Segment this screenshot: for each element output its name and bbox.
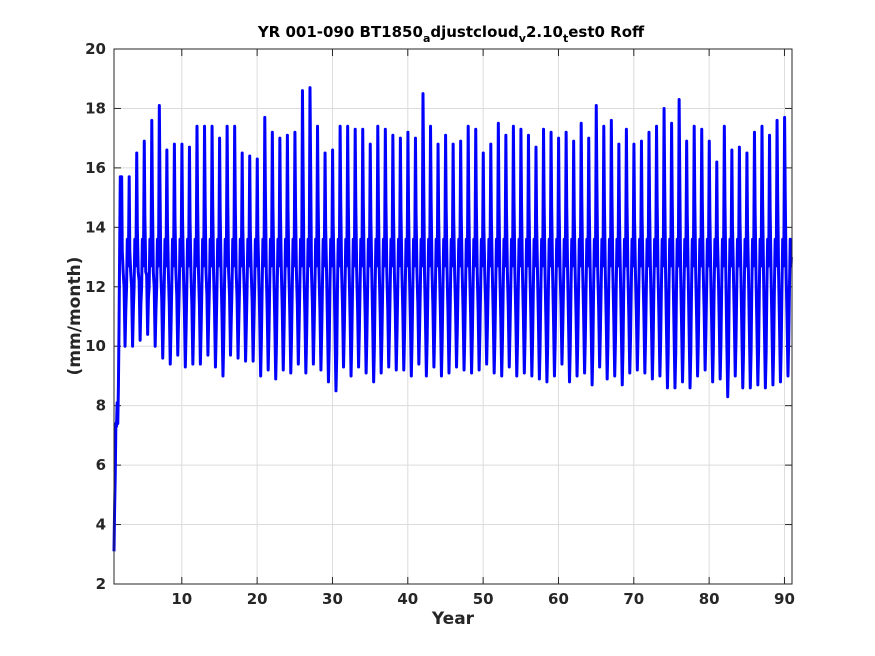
y-tick-label: 20 xyxy=(85,40,106,58)
y-tick-label: 12 xyxy=(85,278,106,296)
title-subscript: t xyxy=(563,32,568,45)
series-group xyxy=(112,86,793,552)
y-tick-label: 6 xyxy=(96,456,106,474)
chart-title: YR 001-090 BT1850adjustcloudv2.10test0 R… xyxy=(257,23,645,45)
y-tick-label: 18 xyxy=(85,99,106,117)
title-part: est0 Roff xyxy=(568,23,645,41)
y-tick-label: 4 xyxy=(96,516,106,534)
series-line xyxy=(112,86,793,552)
x-tick-label: 70 xyxy=(623,590,644,608)
x-tick-label: 50 xyxy=(473,590,494,608)
y-tick-label: 16 xyxy=(85,159,106,177)
x-axis-label: Year xyxy=(431,609,475,629)
y-tick-label: 2 xyxy=(96,575,106,593)
title-part: YR 001-090 BT1850 xyxy=(257,23,423,41)
plot-frame xyxy=(113,48,793,585)
x-tick-label: 20 xyxy=(247,590,268,608)
x-tick-label: 30 xyxy=(322,590,343,608)
x-tick-label: 80 xyxy=(699,590,720,608)
x-tick-label: 10 xyxy=(171,590,192,608)
title-part: 2.10 xyxy=(526,23,563,41)
x-tick-label: 60 xyxy=(548,590,569,608)
x-tick-label: 40 xyxy=(397,590,418,608)
y-tick-label: 14 xyxy=(85,218,106,236)
y-axis-ticks: 2 4 6 8 10 12 14 16 18 20 xyxy=(85,40,792,593)
title-subscript: v xyxy=(519,32,527,45)
x-tick-label: 90 xyxy=(774,590,795,608)
x-axis-ticks: 10 20 30 40 50 60 70 80 90 xyxy=(171,49,795,608)
y-tick-label: 8 xyxy=(96,397,106,415)
title-part: djustcloud xyxy=(430,23,518,41)
title-subscript: a xyxy=(423,32,430,45)
y-axis-label: (mm/month) xyxy=(65,257,85,376)
y-tick-label: 10 xyxy=(85,337,106,355)
